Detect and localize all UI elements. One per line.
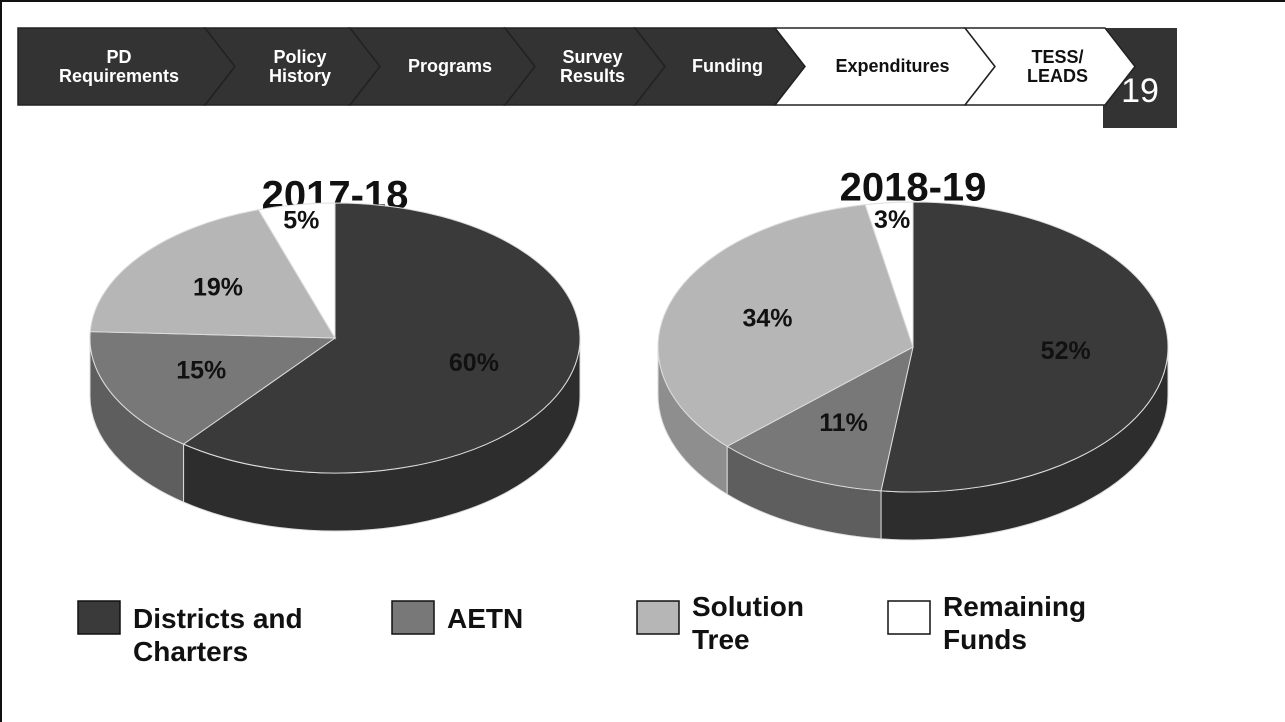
legend-swatch — [887, 600, 931, 635]
nav-item: Programs — [407, 56, 493, 76]
legend-swatch — [77, 600, 121, 635]
pie-slice — [864, 201, 914, 348]
pie-slice — [89, 331, 337, 445]
data-label: 11% — [819, 409, 868, 437]
pie-slice — [657, 204, 914, 447]
nav-item: TESS/ LEADS — [1026, 46, 1088, 86]
legend-label: Districts and Charters — [133, 603, 303, 667]
pie-slice — [257, 202, 336, 340]
data-label: 52% — [1041, 337, 1091, 365]
nav-item: PD Requirements — [58, 46, 180, 86]
nav-item: Funding — [692, 56, 763, 76]
legend-swatch — [636, 600, 680, 635]
legend-label: AETN — [447, 603, 524, 634]
data-label: 34% — [742, 305, 792, 333]
nav-chevron — [963, 27, 1136, 106]
page-number: 19 — [1121, 72, 1159, 110]
pie-slice — [89, 209, 336, 339]
data-label: 19% — [193, 274, 243, 302]
nav-item: Policy History — [268, 46, 331, 86]
nav-item: Survey Results — [559, 46, 626, 86]
legend-label: Remaining Funds — [943, 591, 1087, 655]
data-label: 60% — [449, 349, 499, 377]
pie-slice — [182, 202, 581, 474]
legend-swatch — [391, 600, 435, 635]
pie-slice — [726, 346, 914, 492]
pie-slice — [880, 201, 1169, 493]
data-label: 3% — [874, 206, 910, 234]
nav-item: Expenditures — [835, 56, 950, 76]
data-label: 5% — [283, 207, 319, 235]
legend-label: Solution Tree — [692, 591, 804, 655]
data-label: 15% — [176, 356, 226, 384]
